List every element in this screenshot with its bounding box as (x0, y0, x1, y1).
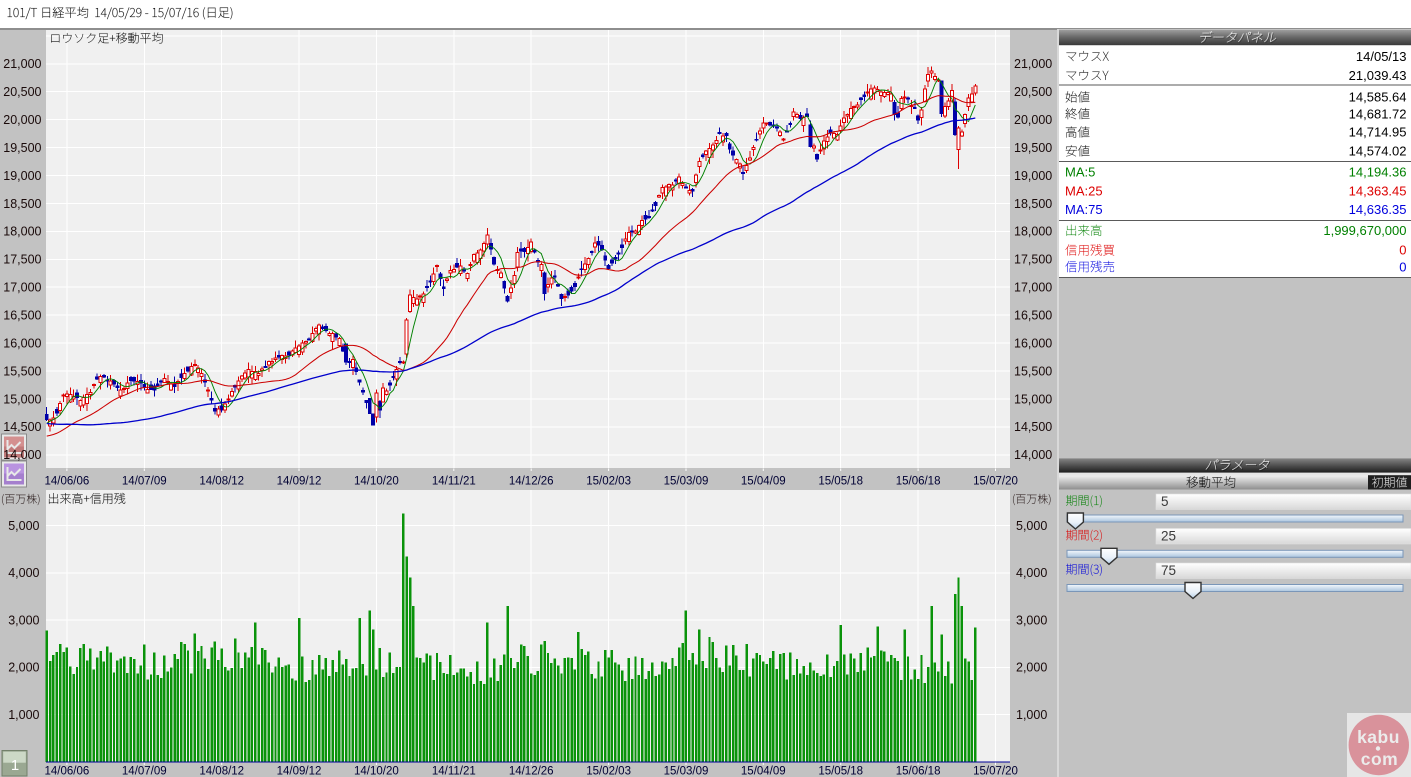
svg-text:5: 5 (1161, 494, 1169, 509)
svg-text:15,000: 15,000 (1014, 392, 1052, 406)
svg-text:25: 25 (1161, 529, 1176, 544)
svg-text:17,000: 17,000 (3, 281, 41, 295)
svg-text:14/12/26: 14/12/26 (509, 476, 554, 488)
svg-text:14,585.64: 14,585.64 (1349, 90, 1407, 105)
svg-text:21,039.43: 21,039.43 (1349, 68, 1407, 83)
svg-text:17,000: 17,000 (1014, 281, 1052, 295)
svg-text:15/04/09: 15/04/09 (741, 766, 786, 777)
svg-text:4,000: 4,000 (8, 566, 39, 580)
svg-text:15/02/03: 15/02/03 (586, 476, 631, 488)
svg-text:14/06/06: 14/06/06 (45, 476, 90, 488)
svg-text:15,500: 15,500 (3, 364, 41, 378)
svg-text:MA:75: MA:75 (1065, 202, 1103, 217)
svg-text:14/06/06: 14/06/06 (45, 766, 90, 777)
svg-text:14/07/09: 14/07/09 (122, 766, 167, 777)
svg-text:1,999,670,000: 1,999,670,000 (1323, 223, 1406, 238)
svg-text:14/10/20: 14/10/20 (354, 766, 399, 777)
svg-text:14/11/21: 14/11/21 (432, 476, 476, 488)
svg-text:19,000: 19,000 (1014, 169, 1052, 183)
svg-text:75: 75 (1161, 563, 1176, 578)
svg-text:kabu: kabu (1357, 727, 1400, 747)
svg-text:0: 0 (1399, 243, 1406, 258)
svg-text:16,500: 16,500 (1014, 309, 1052, 323)
svg-text:15/03/09: 15/03/09 (664, 476, 709, 488)
svg-text:17,500: 17,500 (3, 253, 41, 267)
svg-text:5,000: 5,000 (8, 519, 39, 533)
svg-text:14,194.36: 14,194.36 (1349, 165, 1407, 180)
svg-text:5,000: 5,000 (1016, 519, 1047, 533)
svg-text:14,000: 14,000 (3, 448, 41, 462)
svg-text:15/03/09: 15/03/09 (664, 766, 709, 777)
svg-text:1: 1 (11, 757, 19, 774)
svg-text:21,000: 21,000 (3, 57, 41, 71)
svg-text:14/05/13: 14/05/13 (1356, 49, 1407, 64)
svg-text:15/06/18: 15/06/18 (896, 476, 941, 488)
svg-text:14,636.35: 14,636.35 (1349, 202, 1407, 217)
svg-text:18,500: 18,500 (3, 197, 41, 211)
svg-text:14/07/09: 14/07/09 (122, 476, 167, 488)
svg-text:3,000: 3,000 (1016, 613, 1047, 627)
svg-text:15/07/20: 15/07/20 (973, 766, 1018, 777)
svg-text:18,000: 18,000 (3, 225, 41, 239)
svg-text:com: com (1361, 749, 1398, 769)
svg-text:15/06/18: 15/06/18 (896, 766, 941, 777)
svg-text:15,000: 15,000 (3, 392, 41, 406)
svg-text:14,500: 14,500 (3, 420, 41, 434)
svg-text:20,000: 20,000 (1014, 113, 1052, 127)
svg-text:2,000: 2,000 (1016, 661, 1047, 675)
svg-text:20,000: 20,000 (3, 113, 41, 127)
svg-text:15/04/09: 15/04/09 (741, 476, 786, 488)
svg-text:15/05/18: 15/05/18 (818, 476, 863, 488)
svg-text:21,000: 21,000 (1014, 57, 1052, 71)
svg-text:14/09/12: 14/09/12 (277, 766, 322, 777)
svg-text:19,000: 19,000 (3, 169, 41, 183)
svg-text:18,500: 18,500 (1014, 197, 1052, 211)
svg-text:14,000: 14,000 (1014, 448, 1052, 462)
svg-text:19,500: 19,500 (3, 141, 41, 155)
svg-text:15,500: 15,500 (1014, 364, 1052, 378)
svg-text:15/07/20: 15/07/20 (973, 476, 1018, 488)
svg-text:14/11/21: 14/11/21 (432, 766, 476, 777)
svg-text:14/08/12: 14/08/12 (199, 766, 244, 777)
svg-text:14,363.45: 14,363.45 (1349, 184, 1407, 199)
svg-text:MA:25: MA:25 (1065, 184, 1103, 199)
svg-text:17,500: 17,500 (1014, 253, 1052, 267)
svg-text:14/10/20: 14/10/20 (354, 476, 399, 488)
svg-text:14,500: 14,500 (1014, 420, 1052, 434)
svg-text:0: 0 (1399, 259, 1406, 274)
svg-text:14,681.72: 14,681.72 (1349, 106, 1407, 121)
svg-text:15/02/03: 15/02/03 (586, 766, 631, 777)
svg-text:14/12/26: 14/12/26 (509, 766, 554, 777)
svg-text:1,000: 1,000 (1016, 708, 1047, 722)
svg-text:19,500: 19,500 (1014, 141, 1052, 155)
svg-text:14/09/12: 14/09/12 (277, 476, 322, 488)
svg-text:14/08/12: 14/08/12 (199, 476, 244, 488)
svg-text:18,000: 18,000 (1014, 225, 1052, 239)
svg-text:14,714.95: 14,714.95 (1349, 125, 1407, 140)
svg-text:16,500: 16,500 (3, 309, 41, 323)
svg-text:16,000: 16,000 (3, 336, 41, 350)
svg-text:MA:5: MA:5 (1065, 165, 1095, 180)
svg-text:2,000: 2,000 (8, 661, 39, 675)
svg-text:4,000: 4,000 (1016, 566, 1047, 580)
svg-text:3,000: 3,000 (8, 613, 39, 627)
svg-text:15/05/18: 15/05/18 (818, 766, 863, 777)
svg-text:20,500: 20,500 (1014, 85, 1052, 99)
svg-text:1,000: 1,000 (8, 708, 39, 722)
svg-text:16,000: 16,000 (1014, 336, 1052, 350)
svg-text:14,574.02: 14,574.02 (1349, 144, 1407, 159)
svg-text:20,500: 20,500 (3, 85, 41, 99)
